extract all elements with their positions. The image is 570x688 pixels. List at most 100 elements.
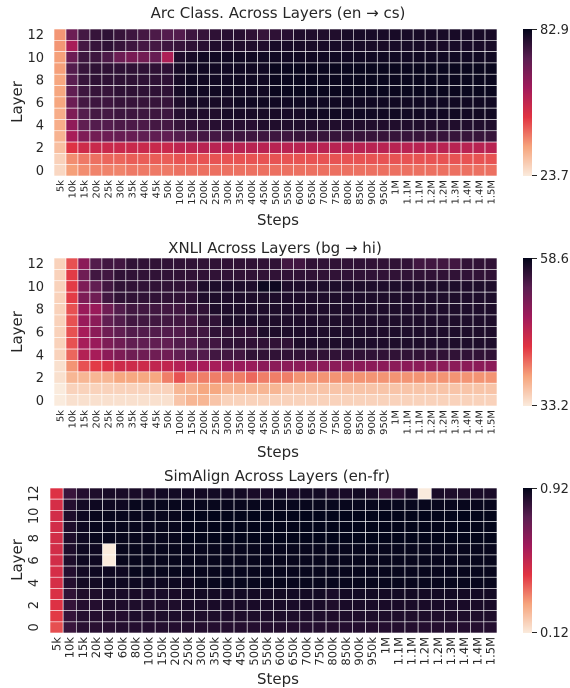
heatmap-cell (400, 73, 414, 86)
heatmap-cell (378, 621, 393, 634)
heatmap-cell (181, 621, 195, 634)
heatmap-cell (113, 28, 127, 41)
heatmap-cell (77, 107, 91, 120)
heatmap-cell (233, 303, 246, 316)
heatmap-cell (470, 599, 485, 611)
heatmap-cell (484, 62, 498, 75)
heatmap-cell (128, 487, 143, 500)
heatmap-cell (197, 62, 210, 75)
heatmap-cell (448, 269, 462, 282)
heatmap-cell (89, 521, 103, 533)
heatmap-cell (141, 621, 156, 634)
heatmap-cell (233, 314, 246, 327)
heatmap-cell (233, 164, 246, 177)
heatmap-cell (353, 96, 366, 109)
heatmap-cell (53, 360, 67, 373)
heatmap-cell (173, 141, 186, 154)
heatmap-cell (246, 521, 261, 533)
heatmap-cell (273, 588, 287, 600)
heatmap-cell (329, 107, 342, 120)
heatmap-cell (472, 291, 486, 304)
x-tick-label: 20k (91, 410, 102, 429)
x-tick-label: 250k (211, 180, 222, 205)
x-tick-label: 500k (271, 180, 282, 205)
heatmap-cell (149, 141, 163, 154)
heatmap-cell (125, 394, 139, 407)
heatmap-cell (472, 62, 486, 75)
heatmap-cell (484, 119, 498, 132)
heatmap-cell (391, 621, 406, 634)
heatmap-cell (404, 532, 419, 545)
heatmap-cell (260, 498, 274, 511)
heatmap-cell (65, 337, 79, 350)
heatmap-cell (49, 599, 64, 611)
heatmap-cell (168, 532, 182, 545)
heatmap-cell (329, 141, 342, 154)
heatmap-cell (400, 257, 414, 270)
x-tick-label: 1.3M (444, 637, 458, 665)
heatmap-cell (269, 280, 282, 293)
x-tick-label: 40k (102, 637, 116, 659)
heatmap-cell (220, 510, 235, 522)
heatmap-cell (378, 576, 393, 589)
heatmap-cell (113, 280, 127, 293)
heatmap-cell (260, 565, 274, 578)
heatmap-cell (181, 498, 195, 511)
heatmap-cell (102, 565, 117, 578)
heatmap-cell (388, 394, 402, 407)
x-tick-label: 1.2M (418, 637, 432, 665)
x-tick-label: 1.1M (391, 637, 405, 665)
heatmap-cell (149, 40, 163, 52)
heatmap-cell (125, 337, 139, 350)
x-tick-label: 900k (352, 637, 366, 666)
heatmap-cell (168, 588, 182, 600)
heatmap-cell (269, 360, 282, 373)
heatmap-cell (185, 28, 198, 41)
heatmap-cell (299, 554, 314, 567)
heatmap-cell (312, 610, 327, 623)
heatmap-cell (317, 51, 330, 64)
heatmap-cell (115, 510, 130, 522)
heatmap-cell (444, 510, 458, 522)
heatmap-cell (317, 280, 330, 293)
heatmap-cell (269, 326, 282, 338)
heatmap-cell (149, 303, 163, 316)
heatmap-cell (233, 621, 248, 634)
heatmap-cell (65, 257, 79, 270)
heatmap-cell (325, 576, 340, 589)
heatmap-cell (436, 85, 450, 98)
heatmap-cell (424, 394, 438, 407)
heatmap-cell (436, 382, 450, 395)
heatmap-cell (161, 360, 175, 373)
heatmap-cell (233, 599, 248, 611)
colorbar: 0.92 0.12 (523, 482, 569, 641)
heatmap-cell (436, 280, 450, 293)
heatmap-cell (89, 73, 103, 86)
x-tick-label: 950k (379, 180, 390, 205)
y-tick-label: 6 (36, 326, 44, 341)
heatmap-cell (194, 510, 209, 522)
heatmap-cell (388, 85, 402, 98)
heatmap-cell (365, 532, 379, 545)
heatmap-cell (299, 510, 314, 522)
heatmap-cell (352, 543, 366, 556)
heatmap-cell (281, 348, 294, 361)
x-tick-label: 1.2M (431, 637, 445, 665)
heatmap-cell (161, 119, 175, 132)
heatmap-cell (245, 291, 258, 304)
heatmap-cell (378, 543, 393, 556)
heatmap-cell (89, 498, 103, 511)
heatmap-cell (365, 599, 379, 611)
heatmap-cell (65, 314, 79, 327)
heatmap-cell (194, 487, 209, 500)
heatmap-cell (197, 257, 210, 270)
heatmap-cell (364, 360, 378, 373)
heatmap-cell (128, 576, 143, 589)
heatmap-cell (154, 498, 169, 511)
heatmap-cell (341, 280, 354, 293)
heatmap-cell (484, 96, 498, 109)
heatmap-cell (197, 153, 210, 165)
heatmap-cell (448, 119, 462, 132)
heatmap-cell (149, 280, 163, 293)
